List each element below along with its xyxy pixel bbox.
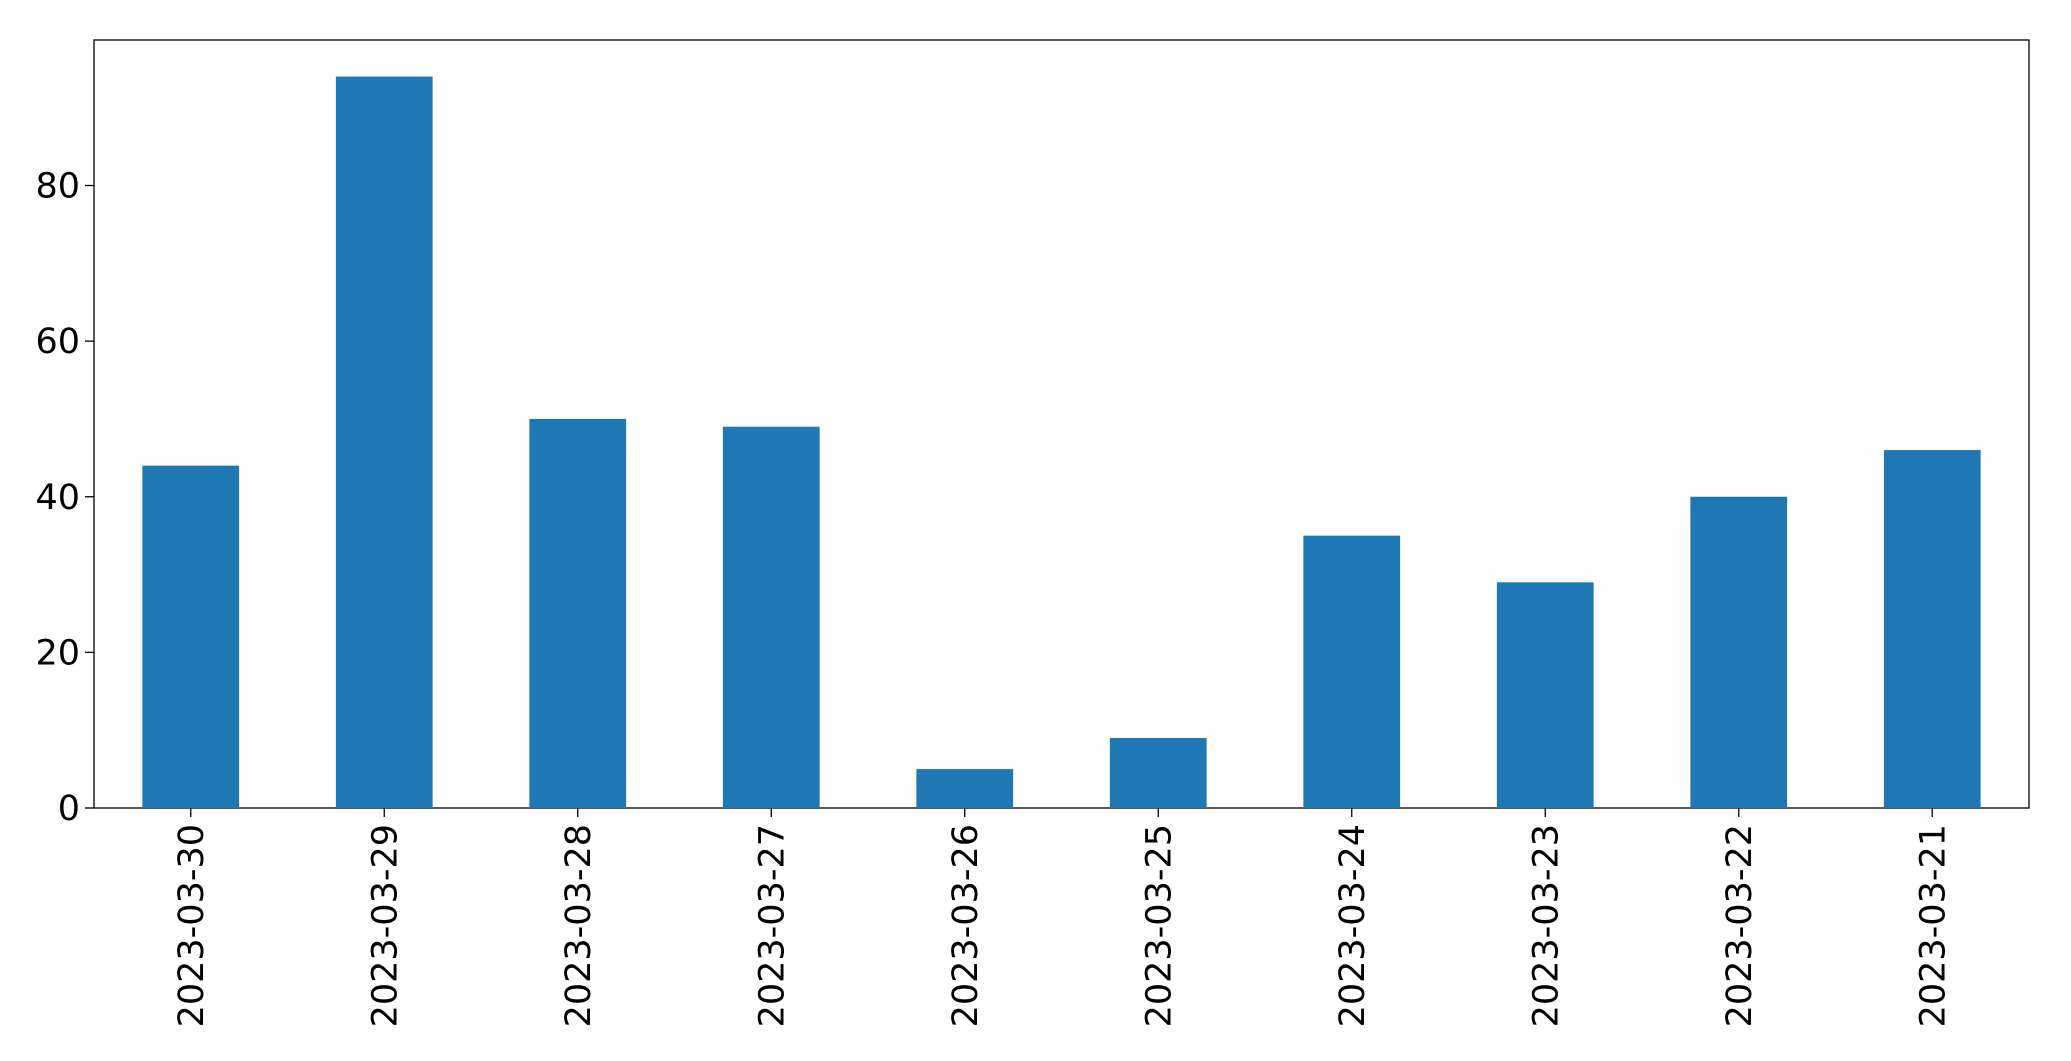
x-tick-label: 2023-03-30 <box>172 824 212 1027</box>
x-tick-label: 2023-03-23 <box>1526 824 1566 1027</box>
y-tick-label: 0 <box>58 789 80 829</box>
y-tick-label: 80 <box>35 167 80 207</box>
x-tick-label: 2023-03-26 <box>946 824 986 1027</box>
y-tick-label: 40 <box>35 478 80 518</box>
y-tick-label: 60 <box>35 322 80 362</box>
x-tick-label: 2023-03-22 <box>1720 824 1760 1027</box>
bar <box>1303 535 1401 808</box>
bar <box>722 426 820 808</box>
x-tick-label: 2023-03-29 <box>365 824 405 1027</box>
bar <box>1496 582 1594 808</box>
bar <box>1109 737 1207 808</box>
y-tick-label: 20 <box>35 633 80 673</box>
x-tick-label: 2023-03-21 <box>1913 824 1953 1027</box>
plot-frame <box>93 39 2030 809</box>
bar <box>1883 450 1981 808</box>
x-tick-label: 2023-03-24 <box>1333 824 1373 1027</box>
bar <box>1690 496 1788 808</box>
bar <box>916 769 1014 808</box>
x-tick-label: 2023-03-25 <box>1139 824 1179 1027</box>
x-tick-label: 2023-03-27 <box>752 824 792 1027</box>
bar <box>142 465 240 808</box>
bar <box>335 76 433 809</box>
x-tick-label: 2023-03-28 <box>559 824 599 1027</box>
bar <box>529 418 627 808</box>
